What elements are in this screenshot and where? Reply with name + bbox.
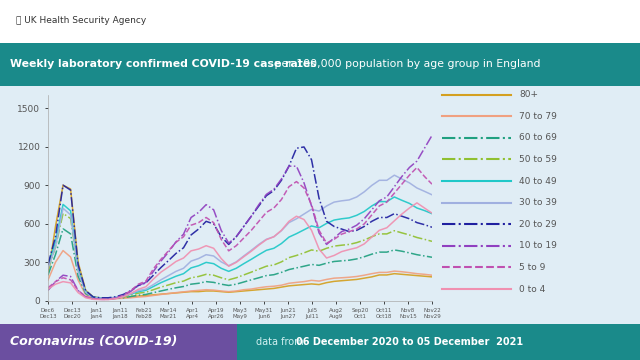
Text: 60 to 69: 60 to 69: [519, 133, 557, 142]
Bar: [0, 324, 237, 360]
Text: 5 to 9: 5 to 9: [519, 263, 545, 272]
Text: Weekly laboratory confirmed COVID-19 case rates: Weekly laboratory confirmed COVID-19 cas…: [10, 59, 316, 69]
Text: per 100,000 population by age group in England: per 100,000 population by age group in E…: [271, 59, 540, 69]
Bar: [0, 43, 640, 86]
Text: 06 December 2020 to 05 December  2021: 06 December 2020 to 05 December 2021: [296, 337, 523, 347]
Text: Coronavirus (COVID-19): Coronavirus (COVID-19): [10, 336, 177, 348]
Bar: [0, 86, 640, 324]
Text: 80+: 80+: [519, 90, 538, 99]
Text: 20 to 29: 20 to 29: [519, 220, 557, 229]
Text: 40 to 49: 40 to 49: [519, 177, 557, 186]
Text: 50 to 59: 50 to 59: [519, 155, 557, 164]
Text: 🏛 UK Health Security Agency: 🏛 UK Health Security Agency: [16, 15, 147, 24]
Bar: [237, 324, 640, 360]
Text: 70 to 79: 70 to 79: [519, 112, 557, 121]
Text: data from:: data from:: [256, 337, 310, 347]
Text: 0 to 4: 0 to 4: [519, 284, 545, 294]
Text: 30 to 39: 30 to 39: [519, 198, 557, 207]
Text: 10 to 19: 10 to 19: [519, 242, 557, 251]
